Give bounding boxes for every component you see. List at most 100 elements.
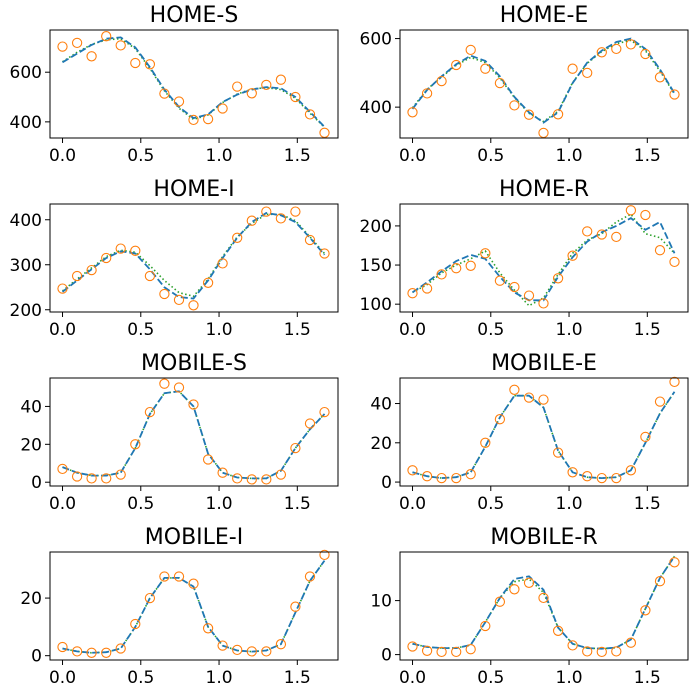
panel-home-s: HOME-S 0.0 0.5 1.0 1.5 400 600: [10, 3, 339, 166]
y-tick-label: 200: [10, 301, 42, 321]
x-tick-label: 0.5: [127, 494, 154, 514]
data-point: [582, 646, 593, 657]
data-point: [669, 557, 680, 568]
data-point: [451, 59, 462, 71]
axes-frame: [49, 377, 339, 487]
data-point: [611, 472, 622, 484]
data-point: [421, 645, 433, 656]
data-point: [611, 646, 622, 657]
data-point: [188, 578, 199, 589]
y-tick-label: 40: [20, 397, 42, 417]
data-point: [130, 245, 141, 256]
y-tick-label: 100: [360, 295, 392, 315]
series-line-dotted: [62, 390, 326, 480]
data-point: [101, 252, 112, 264]
panel-title: MOBILE-E: [491, 351, 597, 376]
series-line-dashed: [411, 217, 676, 302]
x-tick-label: 0.0: [49, 320, 76, 340]
data-point: [465, 644, 476, 655]
data-point: [552, 109, 564, 120]
data-point: [669, 376, 680, 388]
data-point: [465, 260, 476, 271]
panel-title: HOME-R: [499, 177, 589, 202]
data-point: [596, 229, 607, 240]
series-line-dotted: [62, 560, 326, 654]
data-point: [202, 623, 214, 634]
data-point: [669, 256, 680, 268]
data-point: [480, 437, 491, 448]
data-point: [86, 264, 97, 276]
y-tick-label: 400: [360, 98, 392, 118]
y-tick-label: 0: [31, 473, 42, 493]
data-point: [538, 127, 549, 139]
data-point: [246, 88, 257, 99]
axes-frame: [49, 551, 339, 661]
data-point: [494, 275, 506, 286]
data-point: [567, 640, 578, 651]
data-point: [611, 231, 622, 243]
data-point: [552, 273, 564, 284]
data-point: [319, 248, 330, 259]
series-line-dashed: [411, 37, 676, 124]
series-line-dashed: [62, 390, 326, 480]
data-point: [538, 298, 549, 309]
data-point: [159, 571, 170, 582]
data-point: [640, 431, 651, 443]
data-point: [596, 472, 607, 484]
panel-title: HOME-I: [153, 177, 234, 202]
data-point: [436, 646, 447, 658]
data-point: [144, 59, 156, 70]
x-tick-label: 1.5: [284, 146, 311, 166]
data-point: [173, 294, 185, 306]
data-point: [480, 63, 491, 74]
data-point: [217, 467, 228, 478]
y-tick-label: 0: [381, 646, 392, 666]
x-tick-label: 0.5: [477, 320, 504, 340]
data-point: [509, 281, 520, 293]
data-point: [509, 584, 520, 595]
data-point: [523, 290, 535, 301]
axes-frame: [399, 29, 689, 139]
y-tick-label: 600: [10, 63, 42, 83]
data-point: [130, 618, 141, 630]
data-point: [275, 213, 287, 224]
data-point: [421, 88, 433, 99]
data-point: [509, 100, 520, 111]
data-point: [202, 454, 214, 465]
data-point: [173, 382, 185, 393]
data-point: [217, 258, 228, 269]
data-point: [130, 439, 141, 450]
data-point: [188, 300, 199, 311]
data-point: [188, 399, 199, 410]
data-point: [159, 88, 170, 99]
x-tick-label: 1.5: [634, 320, 661, 340]
data-point: [407, 107, 418, 118]
y-tick-label: 10: [370, 592, 392, 612]
data-point: [596, 47, 607, 58]
data-point: [640, 48, 651, 60]
panel-title: MOBILE-S: [141, 351, 247, 376]
panel-mobile-r: MOBILE-R 0.0 0.5 1.0 1.5 0 10: [370, 525, 689, 688]
x-tick-label: 1.5: [634, 494, 661, 514]
data-point: [538, 592, 549, 604]
data-point: [232, 473, 243, 484]
panel-title: HOME-E: [500, 3, 589, 28]
data-point: [144, 270, 156, 282]
data-point: [57, 641, 68, 653]
panel-title: MOBILE-R: [490, 525, 597, 550]
axes-frame: [399, 551, 689, 661]
x-tick-label: 0.5: [477, 146, 504, 166]
x-tick-label: 1.0: [556, 320, 583, 340]
panel-title: MOBILE-I: [145, 525, 243, 550]
data-point: [232, 232, 243, 243]
x-tick-label: 1.0: [206, 668, 233, 688]
data-point: [71, 270, 83, 282]
data-point: [523, 392, 535, 403]
data-point: [304, 234, 316, 246]
data-point: [173, 571, 185, 582]
series-line-dotted: [411, 39, 676, 123]
data-point: [86, 473, 97, 484]
data-point: [625, 39, 637, 50]
series-line-dashed: [61, 212, 326, 300]
